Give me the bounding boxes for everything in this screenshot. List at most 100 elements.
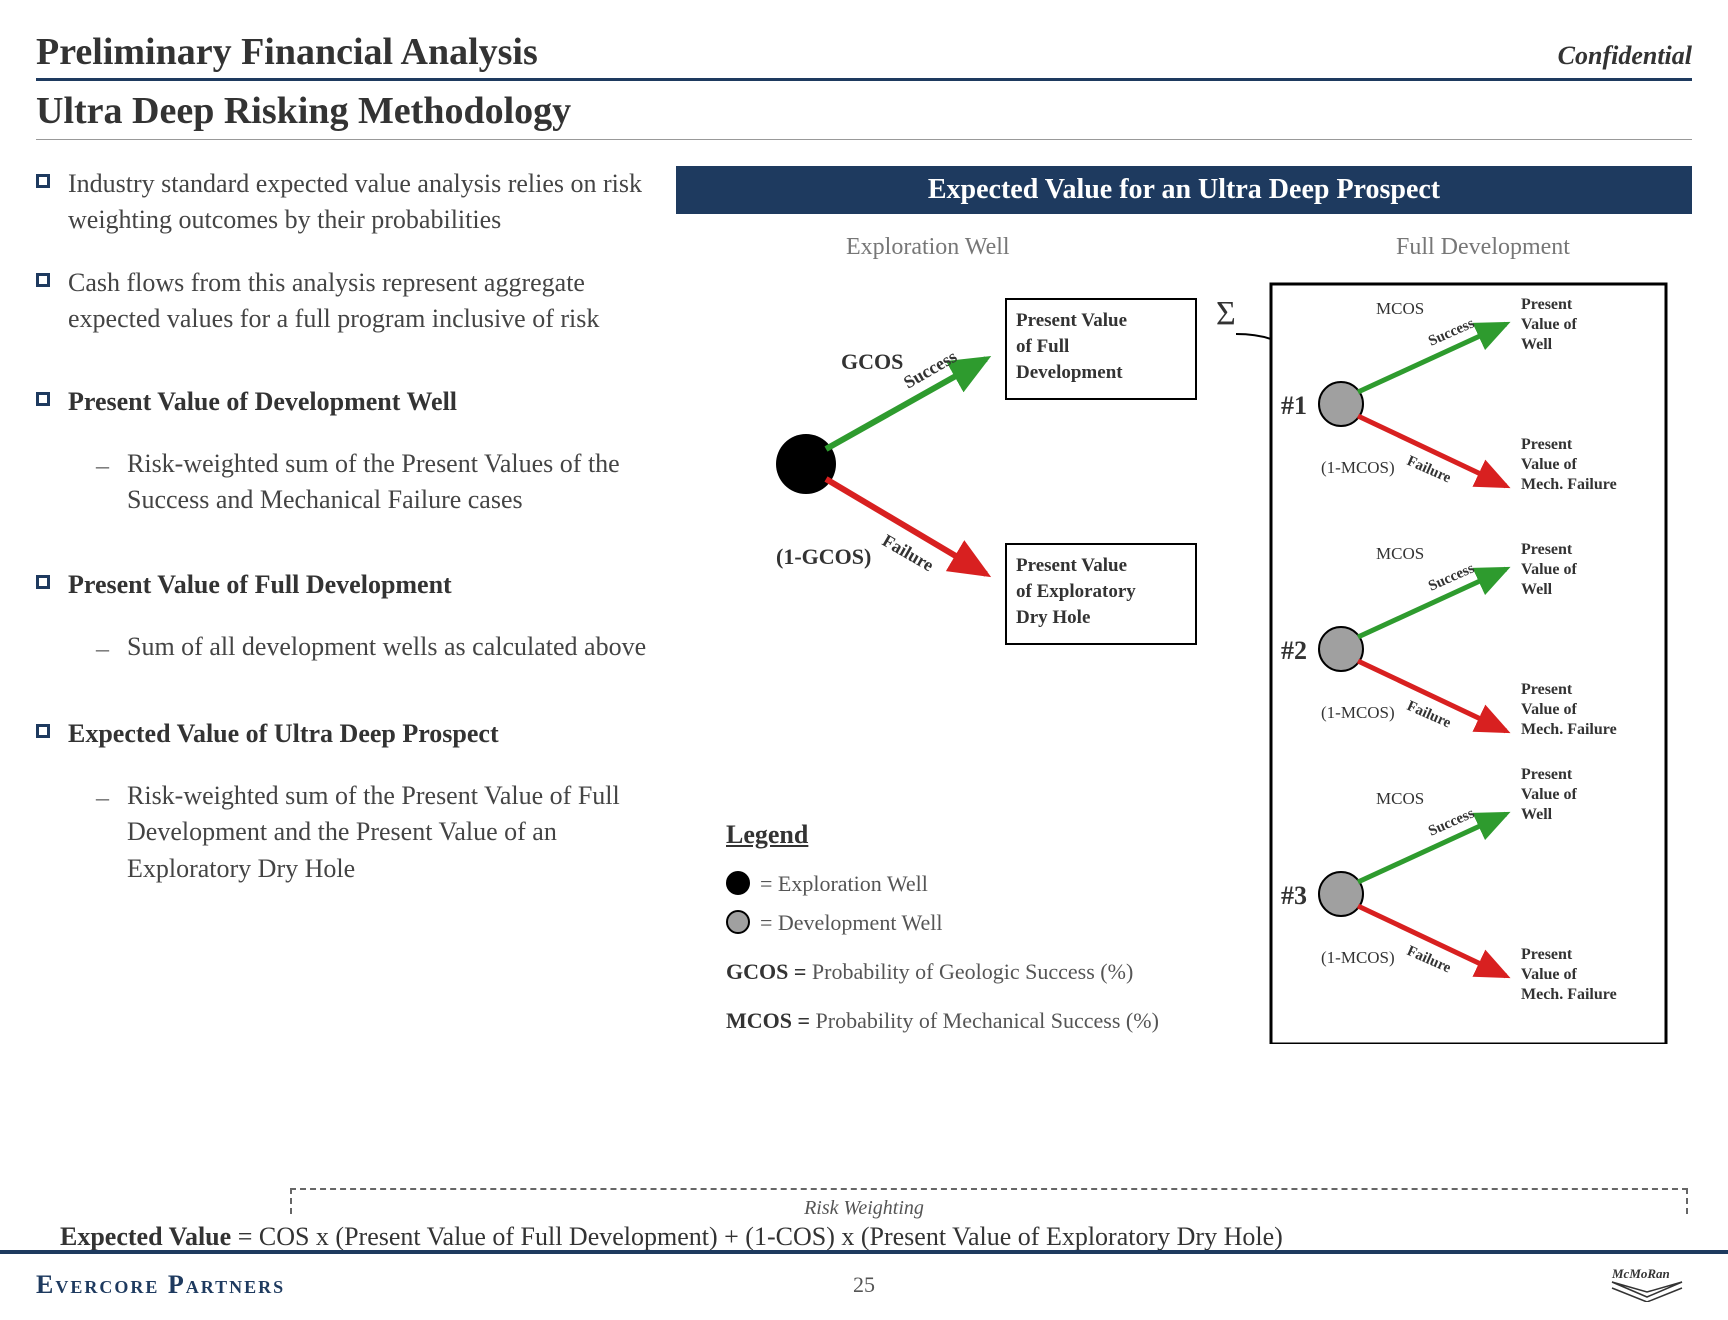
- bullet-item: Present Value of Full Development: [36, 567, 656, 603]
- right-column: Expected Value for an Ultra Deep Prospec…: [676, 166, 1692, 1044]
- svg-text:Mech. Failure: Mech. Failure: [1521, 721, 1617, 738]
- bullet-item: Industry standard expected value analysi…: [36, 166, 656, 239]
- svg-text:Value of: Value of: [1521, 701, 1578, 718]
- formula-lead: Expected Value: [60, 1222, 231, 1251]
- legend-row: = Exploration Well: [726, 866, 1159, 901]
- legend-gcos-text: Probability of Geologic Success (%): [812, 959, 1133, 984]
- svg-text:Well: Well: [1521, 806, 1553, 823]
- pv-well-l2: Value of: [1521, 316, 1578, 333]
- legend-mcos-def: MCOS = Probability of Mechanical Success…: [726, 1003, 1159, 1038]
- pv-full-dev-l3: Development: [1016, 362, 1123, 383]
- well-number: #1: [1281, 391, 1307, 420]
- pv-mech-l1: Present: [1521, 436, 1573, 453]
- bullet-heading: Present Value of Full Development: [68, 567, 452, 603]
- risk-weighting-bracket: [290, 1188, 1688, 1214]
- dev-well-3: #3 Success Failure MCOS (1-MCOS) Present…: [1281, 766, 1617, 1003]
- bullet-item: Expected Value of Ultra Deep Prospect: [36, 716, 656, 752]
- svg-text:Present: Present: [1521, 766, 1573, 783]
- svg-text:McMoRan: McMoRan: [1611, 1266, 1670, 1281]
- content-columns: Industry standard expected value analysi…: [36, 166, 1692, 1044]
- legend-swatch-development-icon: [726, 910, 750, 934]
- sub-bullet: – Risk-weighted sum of the Present Value…: [96, 778, 656, 887]
- bullet-icon: [36, 273, 50, 287]
- col-label-right: Full Development: [1396, 234, 1570, 260]
- footer-logo: McMoRan: [1602, 1262, 1692, 1308]
- exploration-node-icon: [776, 434, 836, 494]
- well-number: #2: [1281, 636, 1307, 665]
- sigma-icon: Σ: [1216, 295, 1236, 332]
- mcos-label: MCOS: [1376, 789, 1424, 808]
- svg-text:Present: Present: [1521, 681, 1573, 698]
- legend-development-text: = Development Well: [760, 905, 943, 940]
- sub-bullet-text: Risk-weighted sum of the Present Value o…: [127, 778, 656, 887]
- svg-text:Value of: Value of: [1521, 561, 1578, 578]
- dash-icon: –: [96, 780, 109, 887]
- expected-value-formula: Expected Value = COS x (Present Value of…: [60, 1222, 1688, 1252]
- mcos-label: MCOS: [1376, 544, 1424, 563]
- sub-bullet: – Risk-weighted sum of the Present Value…: [96, 446, 656, 519]
- chart-title: Expected Value for an Ultra Deep Prospec…: [676, 166, 1692, 214]
- development-node-icon: [1319, 872, 1363, 916]
- footer: Evercore Partners 25 McMoRan: [0, 1250, 1728, 1320]
- well-number: #3: [1281, 881, 1307, 910]
- one-minus-mcos-label: (1-MCOS): [1321, 703, 1395, 722]
- dash-icon: –: [96, 631, 109, 667]
- left-column: Industry standard expected value analysi…: [36, 166, 656, 1044]
- pv-full-dev-l1: Present Value: [1016, 310, 1127, 331]
- mcos-label: MCOS: [1376, 299, 1424, 318]
- bullet-item: Cash flows from this analysis represent …: [36, 265, 656, 338]
- success-label: Success: [1426, 805, 1477, 839]
- legend-row: = Development Well: [726, 905, 1159, 940]
- svg-text:Present: Present: [1521, 541, 1573, 558]
- formula-body: = COS x (Present Value of Full Developme…: [231, 1222, 1283, 1251]
- bullet-icon: [36, 575, 50, 589]
- one-minus-mcos-label: (1-MCOS): [1321, 458, 1395, 477]
- pv-full-dev-l2: of Full: [1016, 336, 1069, 357]
- bullet-icon: [36, 392, 50, 406]
- bullet-item: Present Value of Development Well: [36, 384, 656, 420]
- mcmoran-logo-icon: McMoRan: [1602, 1262, 1692, 1302]
- success-label: Success: [900, 346, 960, 392]
- page-title: Ultra Deep Risking Methodology: [36, 89, 1692, 140]
- dev-well-1: #1 Success Failure MCOS (1-MCOS) Present…: [1281, 296, 1617, 493]
- pv-mech-l3: Mech. Failure: [1521, 476, 1617, 493]
- development-node-icon: [1319, 382, 1363, 426]
- pv-dry-l2: of Exploratory: [1016, 581, 1136, 602]
- pv-well-l3: Well: [1521, 336, 1553, 353]
- svg-text:Value of: Value of: [1521, 786, 1578, 803]
- footer-company: Evercore Partners: [36, 1270, 285, 1300]
- legend-title: Legend: [726, 814, 1159, 856]
- svg-text:Well: Well: [1521, 581, 1553, 598]
- bullet-text: Cash flows from this analysis represent …: [68, 265, 656, 338]
- dash-icon: –: [96, 448, 109, 519]
- legend-exploration-text: = Exploration Well: [760, 866, 928, 901]
- col-label-left: Exploration Well: [846, 234, 1010, 260]
- legend-mcos-label: MCOS =: [726, 1008, 810, 1033]
- sub-bullet-text: Risk-weighted sum of the Present Values …: [127, 446, 656, 519]
- success-label: Success: [1426, 315, 1477, 349]
- legend: Legend = Exploration Well = Development …: [726, 814, 1159, 1038]
- one-minus-mcos-label: (1-MCOS): [1321, 948, 1395, 967]
- pv-mech-l2: Value of: [1521, 456, 1578, 473]
- legend-gcos-def: GCOS = Probability of Geologic Success (…: [726, 954, 1159, 989]
- dev-well-2: #2 Success Failure MCOS (1-MCOS) Present…: [1281, 541, 1617, 738]
- svg-text:Value of: Value of: [1521, 966, 1578, 983]
- legend-gcos-label: GCOS =: [726, 959, 806, 984]
- bullet-icon: [36, 174, 50, 188]
- sigma-connector: [1236, 334, 1271, 339]
- bullet-heading: Expected Value of Ultra Deep Prospect: [68, 716, 499, 752]
- page-supertitle: Preliminary Financial Analysis: [36, 30, 538, 74]
- footer-page-number: 25: [853, 1272, 875, 1298]
- header: Preliminary Financial Analysis Confident…: [36, 30, 1692, 81]
- bullet-heading: Present Value of Development Well: [68, 384, 457, 420]
- legend-swatch-exploration-icon: [726, 871, 750, 895]
- pv-dry-l3: Dry Hole: [1016, 607, 1090, 628]
- gcos-label: GCOS: [841, 349, 903, 374]
- chart-area: Exploration Well Full Development Succes…: [676, 224, 1692, 1044]
- sub-bullet-text: Sum of all development wells as calculat…: [127, 629, 646, 667]
- sub-bullet: – Sum of all development wells as calcul…: [96, 629, 656, 667]
- risk-weighting-label: Risk Weighting: [796, 1197, 932, 1220]
- one-minus-gcos-label: (1-GCOS): [776, 544, 871, 569]
- slide-page: Preliminary Financial Analysis Confident…: [0, 0, 1728, 1270]
- legend-mcos-text: Probability of Mechanical Success (%): [816, 1008, 1159, 1033]
